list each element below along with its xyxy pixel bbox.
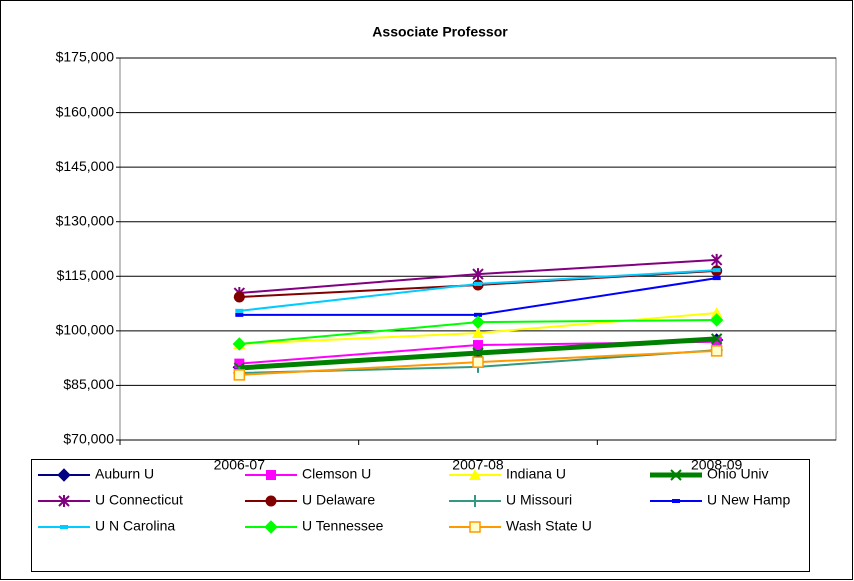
y-tick-label: $115,000 (57, 267, 115, 283)
marker (710, 345, 723, 357)
y-tick-label: $160,000 (56, 103, 115, 119)
marker (233, 369, 246, 381)
legend-label: U Tennessee (302, 518, 384, 534)
legend-label: U Missouri (506, 492, 572, 508)
x-tick-label: 2008-09 (691, 457, 743, 473)
chart-title: Associate Professor (372, 24, 508, 40)
marker (60, 525, 68, 529)
marker (710, 253, 723, 266)
marker (711, 336, 722, 347)
marker (232, 337, 247, 351)
legend-label: Ohio Univ (707, 466, 768, 482)
marker (474, 312, 482, 317)
y-tick-label: $85,000 (63, 376, 114, 392)
plot-area (119, 57, 837, 441)
y-tick-label: $145,000 (56, 158, 115, 174)
marker (473, 340, 483, 351)
marker (712, 268, 721, 273)
marker (235, 312, 244, 317)
marker (57, 468, 71, 482)
marker (474, 281, 482, 286)
marker (709, 313, 724, 327)
y-tick-label: $175,000 (56, 49, 115, 65)
marker (672, 499, 680, 503)
y-tick-label: $130,000 (56, 212, 115, 228)
marker (469, 521, 481, 533)
legend-label: Auburn U (95, 466, 154, 482)
x-tick-label: 2006-07 (214, 457, 266, 473)
marker (264, 520, 278, 534)
marker (471, 315, 485, 329)
marker (710, 307, 723, 319)
legend-label: Indiana U (506, 466, 566, 482)
marker (469, 469, 481, 480)
legend-label: Clemson U (302, 466, 371, 482)
y-tick-label: $100,000 (56, 322, 115, 338)
marker (234, 358, 245, 369)
legend-label: Wash State U (506, 518, 592, 534)
marker (58, 495, 70, 507)
marker (472, 356, 484, 368)
legend-label: U Delaware (302, 492, 375, 508)
marker (265, 495, 277, 507)
marker (266, 470, 276, 480)
marker (710, 333, 723, 345)
legend-label: U New Hamp (707, 492, 790, 508)
marker (233, 291, 245, 303)
marker (712, 276, 721, 281)
legend-label: U N Carolina (95, 518, 175, 534)
marker (235, 308, 244, 313)
legend-label: U Connecticut (95, 492, 183, 508)
marker (469, 495, 481, 507)
marker (472, 268, 484, 281)
marker (472, 347, 484, 359)
x-tick-label: 2007-08 (452, 457, 504, 473)
marker (670, 469, 682, 481)
marker (472, 327, 484, 339)
y-tick-label: $70,000 (63, 431, 114, 447)
